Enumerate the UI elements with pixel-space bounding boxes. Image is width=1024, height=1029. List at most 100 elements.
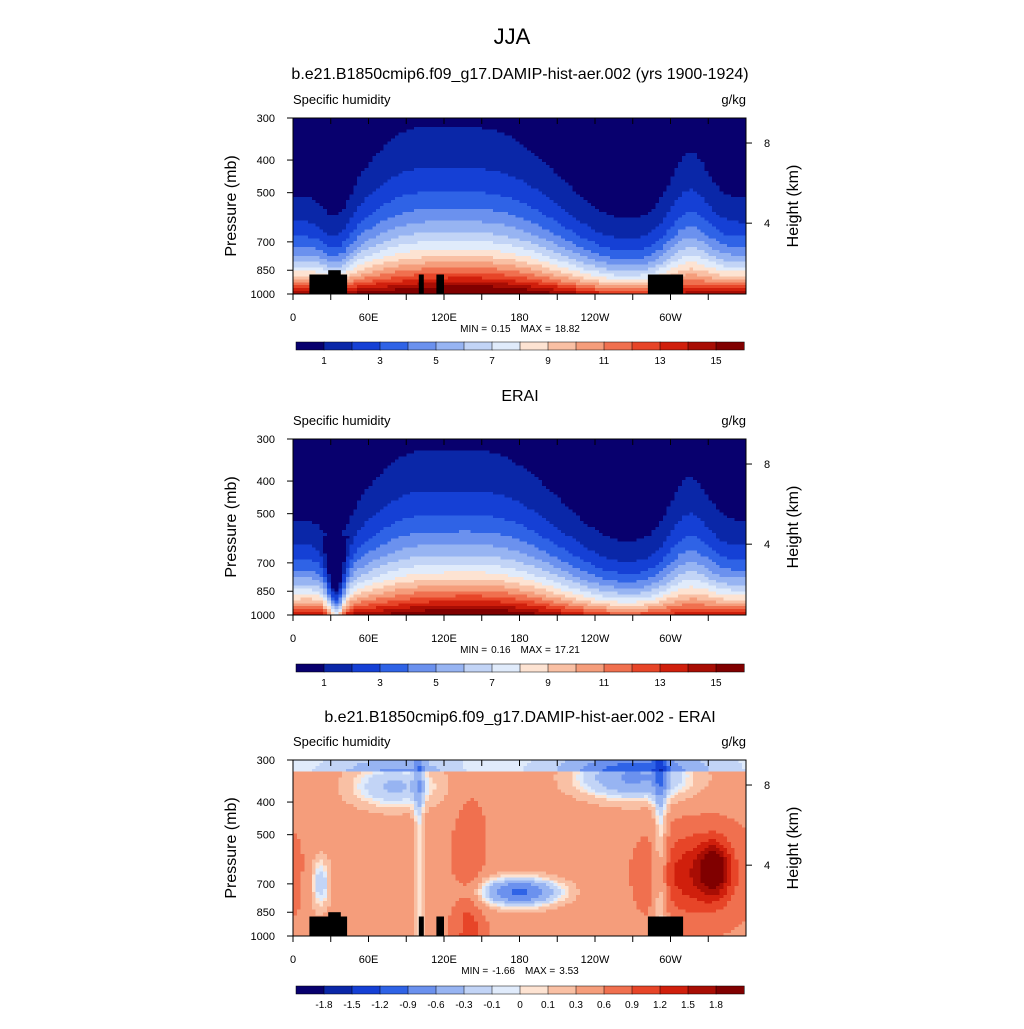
heatmap-cell bbox=[311, 261, 317, 266]
heatmap-cell bbox=[296, 173, 302, 178]
heatmap-cell bbox=[296, 150, 302, 154]
heatmap-cell bbox=[372, 129, 377, 134]
heatmap-cell bbox=[308, 270, 313, 275]
heatmap-cell bbox=[379, 144, 385, 148]
heatmap-cell bbox=[323, 235, 328, 239]
heatmap-cell bbox=[326, 255, 332, 260]
heatmap-cell bbox=[353, 291, 358, 295]
heatmap-cell bbox=[293, 244, 298, 248]
heatmap-cell bbox=[300, 191, 305, 195]
heatmap-cell bbox=[296, 261, 302, 266]
heatmap-cell bbox=[338, 185, 343, 189]
heatmap-cell bbox=[293, 191, 298, 195]
heatmap-cell bbox=[296, 267, 302, 272]
heatmap-cell bbox=[326, 206, 332, 210]
heatmap-cell bbox=[293, 241, 298, 245]
heatmap-cell bbox=[364, 167, 370, 172]
heatmap-cell bbox=[300, 235, 305, 239]
heatmap-cell bbox=[293, 197, 298, 201]
heatmap-cell bbox=[360, 261, 366, 266]
heatmap-cell bbox=[323, 118, 328, 122]
heatmap-cell bbox=[349, 118, 355, 122]
heatmap-cell bbox=[330, 267, 336, 272]
heatmap-cell bbox=[319, 120, 324, 125]
heatmap-cell bbox=[372, 150, 377, 154]
heatmap-cell bbox=[357, 214, 362, 219]
heatmap-cell bbox=[342, 141, 347, 145]
heatmap-cell bbox=[300, 120, 305, 125]
heatmap-cell bbox=[300, 179, 305, 184]
heatmap-cell bbox=[376, 288, 381, 292]
heatmap-cell bbox=[338, 252, 343, 257]
heatmap-cell bbox=[296, 244, 302, 248]
heatmap-cell bbox=[300, 267, 305, 272]
heatmap-cell bbox=[360, 173, 366, 178]
heatmap-cell bbox=[360, 220, 366, 225]
heatmap-cell bbox=[293, 179, 298, 184]
heatmap-cell bbox=[342, 252, 347, 257]
heatmap-cell bbox=[360, 126, 366, 131]
heatmap-cell bbox=[353, 141, 358, 145]
heatmap-cell bbox=[342, 258, 347, 263]
heatmap-cell bbox=[330, 135, 336, 140]
heatmap-cell bbox=[338, 164, 343, 169]
heatmap-cell bbox=[360, 282, 366, 286]
heatmap-cell bbox=[293, 232, 298, 236]
heatmap-cell bbox=[357, 279, 362, 283]
heatmap-cell bbox=[372, 185, 377, 189]
heatmap-cell bbox=[326, 220, 332, 225]
heatmap-cell bbox=[319, 167, 324, 172]
heatmap-cell bbox=[376, 150, 381, 154]
heatmap-cell bbox=[296, 291, 302, 295]
heatmap-cell bbox=[379, 197, 385, 201]
heatmap-cell bbox=[326, 126, 332, 131]
heatmap-cell bbox=[326, 200, 332, 204]
heatmap-cell bbox=[311, 203, 317, 207]
heatmap-cell bbox=[372, 173, 377, 178]
heatmap-cell bbox=[311, 252, 317, 257]
heatmap-cell bbox=[308, 203, 313, 207]
heatmap-cell bbox=[334, 194, 339, 198]
heatmap-cell bbox=[311, 138, 317, 143]
heatmap-cell bbox=[364, 285, 370, 289]
heatmap-cell bbox=[293, 206, 298, 210]
heatmap-cell bbox=[338, 120, 343, 125]
heatmap-cell bbox=[379, 226, 385, 231]
heatmap-cell bbox=[334, 226, 339, 231]
heatmap-cell bbox=[345, 267, 351, 272]
heatmap-cell bbox=[372, 182, 377, 187]
heatmap-cell bbox=[334, 211, 339, 216]
heatmap-cell bbox=[379, 203, 385, 207]
heatmap-cell bbox=[372, 238, 377, 242]
heatmap-cell bbox=[311, 258, 317, 263]
heatmap-cell bbox=[296, 229, 302, 233]
heatmap-cell bbox=[338, 126, 343, 131]
heatmap-cell bbox=[379, 141, 385, 145]
heatmap-cell bbox=[323, 167, 328, 172]
heatmap-cell bbox=[338, 264, 343, 269]
heatmap-cell bbox=[372, 288, 377, 292]
heatmap-cell bbox=[368, 208, 373, 213]
heatmap-cell bbox=[326, 229, 332, 233]
heatmap-cell bbox=[357, 200, 362, 204]
heatmap-cell bbox=[308, 191, 313, 195]
heatmap-cell bbox=[364, 159, 370, 163]
heatmap-cell bbox=[308, 244, 313, 248]
heatmap-cell bbox=[376, 129, 381, 134]
heatmap-cell bbox=[342, 126, 347, 131]
heatmap-cell bbox=[357, 288, 362, 292]
heatmap-cell bbox=[326, 144, 332, 148]
heatmap-cell bbox=[360, 217, 366, 222]
heatmap-cell bbox=[315, 264, 321, 269]
heatmap-cell bbox=[353, 235, 358, 239]
heatmap-cell bbox=[379, 179, 385, 184]
heatmap-cell bbox=[293, 126, 298, 131]
heatmap-cell bbox=[379, 288, 385, 292]
heatmap-cell bbox=[323, 147, 328, 151]
heatmap-cell bbox=[372, 153, 377, 157]
heatmap-cell bbox=[304, 138, 309, 143]
heatmap-cell bbox=[296, 238, 302, 242]
heatmap-cell bbox=[353, 247, 358, 251]
heatmap-cell bbox=[293, 282, 298, 286]
heatmap-cell bbox=[364, 162, 370, 166]
